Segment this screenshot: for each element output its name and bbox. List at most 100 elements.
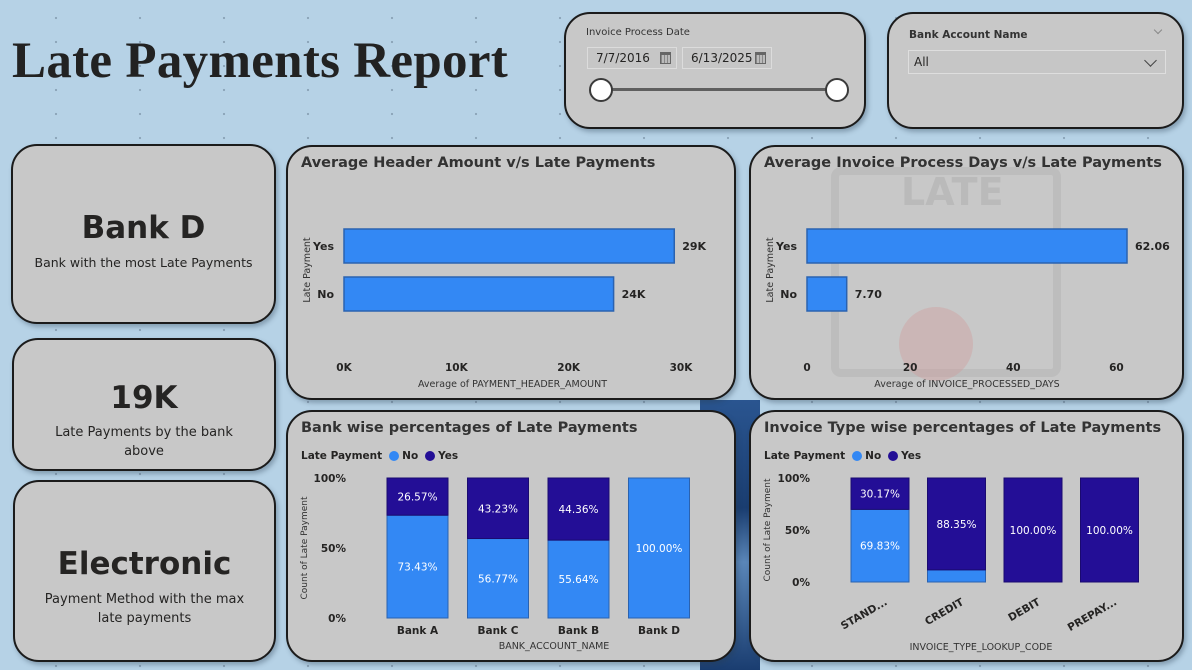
category-label: Bank B	[558, 625, 599, 637]
chart-title: Invoice Type wise percentages of Late Pa…	[764, 420, 1162, 436]
chart-plot: Yes 29K No 24K 0K 10K 20K 30K Average of PAYMENT…	[302, 228, 707, 390]
chart-title: Average Invoice Process Days v/s Late Pa…	[764, 155, 1162, 171]
bar-segment-yes	[547, 477, 610, 541]
end-date-input[interactable]: 6/13/2025	[682, 47, 772, 69]
category-label: Yes	[775, 240, 797, 253]
bar	[343, 276, 615, 312]
end-date-value: 6/13/2025	[691, 51, 753, 65]
legend-no-label[interactable]: No	[402, 450, 419, 462]
date-range-start-handle[interactable]	[589, 78, 613, 102]
data-label: 100.00%	[1010, 525, 1057, 537]
bar-segment-no	[850, 508, 910, 583]
data-label: 62.06	[1135, 240, 1170, 253]
chart-plot: Yes 62.06 No 7.70 0 20 40 60 Average of INVOICE_…	[765, 228, 1170, 390]
bar-segment-yes	[386, 477, 449, 516]
x-tick-label: 40	[1006, 362, 1021, 374]
calendar-icon[interactable]	[755, 52, 766, 64]
bank-slicer-label: Bank Account Name	[909, 29, 1028, 41]
legend-yes-swatch[interactable]	[425, 451, 436, 461]
date-range-track[interactable]	[606, 88, 838, 91]
kpi-label: Bank with the most Late Payments	[34, 255, 253, 270]
y-tick-label: 100%	[314, 473, 347, 485]
legend-no-label[interactable]: No	[865, 450, 882, 462]
date-slicer-label: Invoice Process Date	[586, 27, 690, 38]
y-tick-label: 50%	[321, 543, 347, 555]
kpi-card-top-bank: Bank D Bank with the most Late Payments	[11, 144, 276, 324]
category-label: Bank C	[478, 625, 519, 637]
data-label: 55.64%	[558, 574, 598, 586]
kpi-value: Electronic	[57, 546, 232, 582]
bar-segment-no	[628, 477, 690, 619]
y-tick-label: 50%	[785, 525, 811, 537]
data-label: 26.57%	[397, 492, 437, 504]
legend-yes-label[interactable]: Yes	[901, 450, 922, 462]
bar-segment-no	[467, 538, 529, 619]
data-label: 7.70	[855, 288, 882, 301]
watermark-text: LATE	[901, 170, 1004, 214]
data-label: 30.17%	[860, 489, 900, 501]
x-tick-label: 60	[1109, 362, 1124, 374]
x-axis-title: INVOICE_TYPE_LOOKUP_CODE	[910, 642, 1053, 653]
alert-icon	[899, 307, 973, 381]
y-axis-title: Count of Late Payment	[300, 496, 310, 599]
kpi-label: Late Payments by the bank above	[55, 425, 233, 459]
bank-dropdown[interactable]: All	[908, 50, 1166, 74]
chart-title: Average Header Amount v/s Late Payments	[301, 155, 656, 171]
category-label: PREPAY...	[1066, 596, 1119, 634]
bank-slicer: Bank Account Name All	[887, 12, 1184, 129]
category-label: Yes	[312, 240, 334, 253]
bar-segment-yes	[467, 477, 529, 540]
bar-segment-yes	[927, 477, 986, 571]
y-tick-label: 100%	[778, 473, 811, 485]
chart-avg-header-amount: Average Header Amount v/s Late Payments …	[286, 145, 736, 400]
legend-yes-label[interactable]: Yes	[438, 450, 459, 462]
kpi-value: Bank D	[81, 210, 206, 246]
data-label: 29K	[682, 240, 706, 253]
start-date-value: 7/7/2016	[596, 51, 650, 65]
x-tick-label: 20	[903, 362, 918, 374]
legend-no-swatch[interactable]	[852, 451, 863, 461]
kpi-card-late-count: 19K Late Payments by the bank above	[12, 338, 276, 471]
data-label: 56.77%	[478, 573, 518, 585]
legend-no-swatch[interactable]	[389, 451, 400, 461]
x-tick-label: 0K	[336, 362, 352, 374]
start-date-input[interactable]: 7/7/2016	[587, 47, 677, 69]
category-label: No	[317, 288, 334, 301]
x-tick-label: 10K	[445, 362, 469, 374]
data-label: 44.36%	[558, 504, 598, 516]
bar	[806, 276, 848, 312]
late-payment-watermark	[831, 167, 1061, 377]
x-tick-label: 30K	[670, 362, 694, 374]
chart-title: Bank wise percentages of Late Payments	[301, 420, 638, 436]
calendar-icon[interactable]	[660, 52, 671, 64]
legend-title: Late Payment	[301, 450, 383, 462]
x-axis-title: Average of PAYMENT_HEADER_AMOUNT	[418, 379, 607, 390]
chart-plot: 0% 50% 100% Count of Late Payment 69.83% 30.1…	[763, 473, 1139, 653]
category-label: Bank A	[397, 625, 439, 637]
y-axis-title: Late Payment	[302, 237, 313, 303]
bar	[343, 228, 676, 264]
y-tick-label: 0%	[328, 613, 346, 625]
date-range-end-handle[interactable]	[825, 78, 849, 102]
bar	[806, 228, 1128, 264]
chart-plot: 0% 50% 100% Count of Late Payment 73.43% 26.5…	[300, 473, 690, 652]
bar-segment-no	[547, 539, 610, 619]
category-label: No	[780, 288, 797, 301]
category-label: Bank D	[638, 625, 680, 637]
category-label: DEBIT	[1006, 596, 1043, 624]
data-label: 73.43%	[397, 562, 437, 574]
x-tick-label: 0	[803, 362, 810, 374]
bank-dropdown-value: All	[914, 55, 929, 69]
legend-yes-swatch[interactable]	[888, 451, 899, 461]
legend-title: Late Payment	[764, 450, 846, 462]
y-axis-title: Count of Late Payment	[763, 478, 773, 581]
kpi-label: Payment Method with the max late payment…	[44, 592, 245, 626]
chart-legend: Late Payment No Yes	[301, 450, 458, 462]
chevron-down-icon[interactable]	[1153, 25, 1163, 35]
data-label: 43.23%	[478, 503, 518, 515]
bar-segment-no	[927, 569, 986, 583]
category-label: CREDIT	[923, 596, 967, 628]
bar-segment-yes	[850, 477, 910, 510]
chart-bank-pct: Bank wise percentages of Late Payments L…	[286, 410, 736, 662]
x-axis-title: Average of INVOICE_PROCESSED_DAYS	[874, 379, 1059, 390]
